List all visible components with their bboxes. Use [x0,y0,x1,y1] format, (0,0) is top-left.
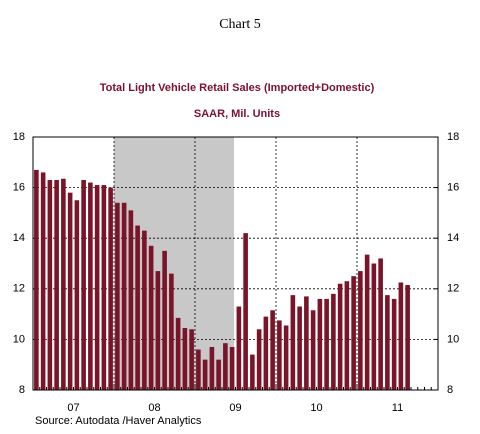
x-tick-label: 11 [392,402,403,414]
bar [115,202,120,390]
bar [34,169,39,390]
bar [169,273,174,390]
bar [40,172,46,390]
bar [344,281,350,390]
bar [378,258,383,390]
bar [351,276,356,390]
bar [385,295,390,390]
bar [202,359,208,390]
chart-title: Chart 5 [219,17,261,32]
bar [358,271,363,390]
bar [196,349,201,390]
bar [290,295,296,390]
bar [54,180,59,390]
source-note: Source: Autodata /Haver Analytics [35,415,202,427]
bar [324,298,329,390]
y2-tick-label: 8 [447,384,453,396]
bar [337,283,343,390]
bar [94,185,100,390]
bar [209,346,215,390]
y-tick-label: 12 [13,283,25,295]
y2-tick-label: 12 [447,283,459,295]
bar [243,233,248,390]
bar [223,343,228,390]
y-tick-label: 16 [13,182,25,194]
bar [88,182,93,390]
bar [175,317,181,390]
bar [101,185,107,390]
bar [236,306,242,390]
bar [108,187,113,390]
bar [263,316,269,390]
bar [121,202,127,390]
plot-frame [32,136,439,391]
bar [142,230,147,390]
bar [297,306,302,390]
bar [74,200,80,390]
bar [364,254,370,390]
bar [270,310,275,390]
x-tick-label: 08 [148,402,160,414]
y-tick-label: 14 [13,232,25,244]
bar [155,271,161,390]
bar [162,250,167,390]
bar [250,354,255,390]
bar [331,293,336,390]
x-tick-label: 09 [229,402,241,414]
bar [47,180,53,390]
bar [405,285,410,390]
bar [256,329,262,390]
x-tick-label: 10 [310,402,322,414]
chart-subtitle: SAAR, Mil. Units [194,108,280,120]
y2-tick-label: 18 [447,131,459,143]
bar [148,245,154,390]
bar [310,310,316,390]
bar [317,298,323,390]
bar [277,320,282,390]
y-tick-label: 8 [19,384,25,396]
bar [189,329,194,390]
y-tick-label: 18 [13,131,25,143]
bar [398,282,404,390]
bar [283,325,289,390]
bar [182,328,188,390]
y2-tick-label: 16 [447,182,459,194]
chart-subtitle: Total Light Vehicle Retail Sales (Import… [100,82,375,94]
bar [371,263,377,390]
bar [135,225,140,390]
bar [229,346,235,390]
bar [216,359,221,390]
y-tick-label: 10 [13,333,25,345]
x-tick-label: 07 [67,402,79,414]
bar [128,210,134,390]
bar [304,296,309,390]
bar [81,180,86,390]
bar [391,298,397,390]
y2-tick-label: 14 [447,232,459,244]
bar [67,192,73,390]
y2-tick-label: 10 [447,333,459,345]
bar [61,178,66,390]
